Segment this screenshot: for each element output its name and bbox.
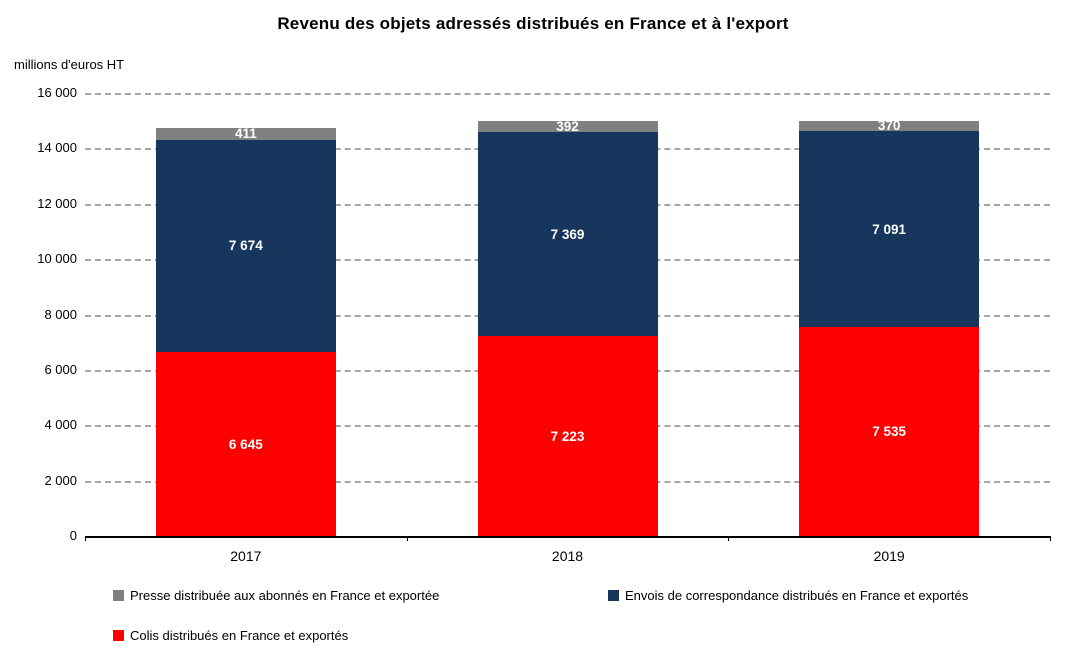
bar-segment: 411 bbox=[155, 126, 336, 142]
legend-item: Colis distribués en France et exportés bbox=[113, 628, 348, 643]
legend-swatch-icon bbox=[608, 590, 619, 601]
stacked-bar-2019: 7 535 7 091 370 bbox=[799, 93, 980, 536]
legend-item: Presse distribuée aux abonnés en France … bbox=[113, 588, 439, 603]
segment-value-label: 7 535 bbox=[872, 424, 907, 440]
category-label: 2018 bbox=[551, 548, 584, 564]
y-tick-label: 0 bbox=[69, 528, 77, 543]
stacked-bar-2018: 7 223 7 369 392 bbox=[477, 93, 658, 536]
x-axis-tick bbox=[85, 536, 86, 541]
plot-area: 0 2 000 4 000 6 000 8 000 10 000 12 000 14 000 1… bbox=[37, 85, 1051, 564]
legend-swatch-icon bbox=[113, 590, 124, 601]
bar-segment: 6 645 bbox=[155, 352, 336, 536]
y-tick-label: 8 000 bbox=[44, 307, 77, 322]
y-tick-label: 10 000 bbox=[37, 251, 77, 266]
y-tick-label: 16 000 bbox=[37, 85, 77, 100]
x-axis-tick bbox=[1050, 536, 1051, 541]
segment-value-label: 7 223 bbox=[550, 428, 585, 444]
segment-value-label: 6 645 bbox=[228, 436, 263, 452]
category-label: 2019 bbox=[873, 548, 905, 564]
x-axis-line bbox=[85, 536, 1050, 538]
x-axis-tick bbox=[406, 536, 408, 541]
segment-value-label: 392 bbox=[556, 119, 579, 135]
x-axis-tick bbox=[728, 536, 730, 541]
y-axis-unit-label: millions d'euros HT bbox=[14, 57, 125, 72]
bar-segment: 370 bbox=[799, 118, 980, 134]
stacked-bar-2017: 6 645 7 674 411 bbox=[155, 93, 336, 536]
legend-item: Envois de correspondance distribués en F… bbox=[608, 588, 968, 603]
legend-swatch-icon bbox=[113, 630, 124, 641]
legend-label: Envois de correspondance distribués en F… bbox=[625, 588, 969, 603]
segment-value-label: 7 369 bbox=[550, 226, 585, 242]
segment-value-label: 7 674 bbox=[228, 238, 263, 254]
y-tick-label: 4 000 bbox=[44, 417, 77, 432]
bar-segment: 7 369 bbox=[477, 132, 658, 337]
legend-label: Colis distribués en France et exportés bbox=[130, 628, 349, 643]
segment-value-label: 370 bbox=[877, 118, 901, 134]
y-tick-label: 14 000 bbox=[37, 140, 77, 155]
bar-segment: 392 bbox=[477, 119, 658, 135]
category-label: 2017 bbox=[230, 548, 262, 564]
segment-value-label: 411 bbox=[234, 126, 257, 142]
bar-segment: 7 091 bbox=[799, 131, 980, 328]
legend-label: Presse distribuée aux abonnés en France … bbox=[130, 588, 440, 603]
bar-segment: 7 535 bbox=[799, 327, 980, 536]
bar-segment: 7 223 bbox=[477, 336, 658, 536]
bar-segment: 7 674 bbox=[155, 139, 336, 353]
segment-value-label: 7 091 bbox=[872, 221, 907, 237]
chart-title: Revenu des objets adressés distribués en… bbox=[277, 14, 789, 33]
y-gridline bbox=[85, 93, 1050, 95]
y-tick-label: 2 000 bbox=[44, 473, 77, 488]
y-tick-label: 12 000 bbox=[37, 196, 77, 211]
y-tick-label: 6 000 bbox=[44, 362, 77, 377]
